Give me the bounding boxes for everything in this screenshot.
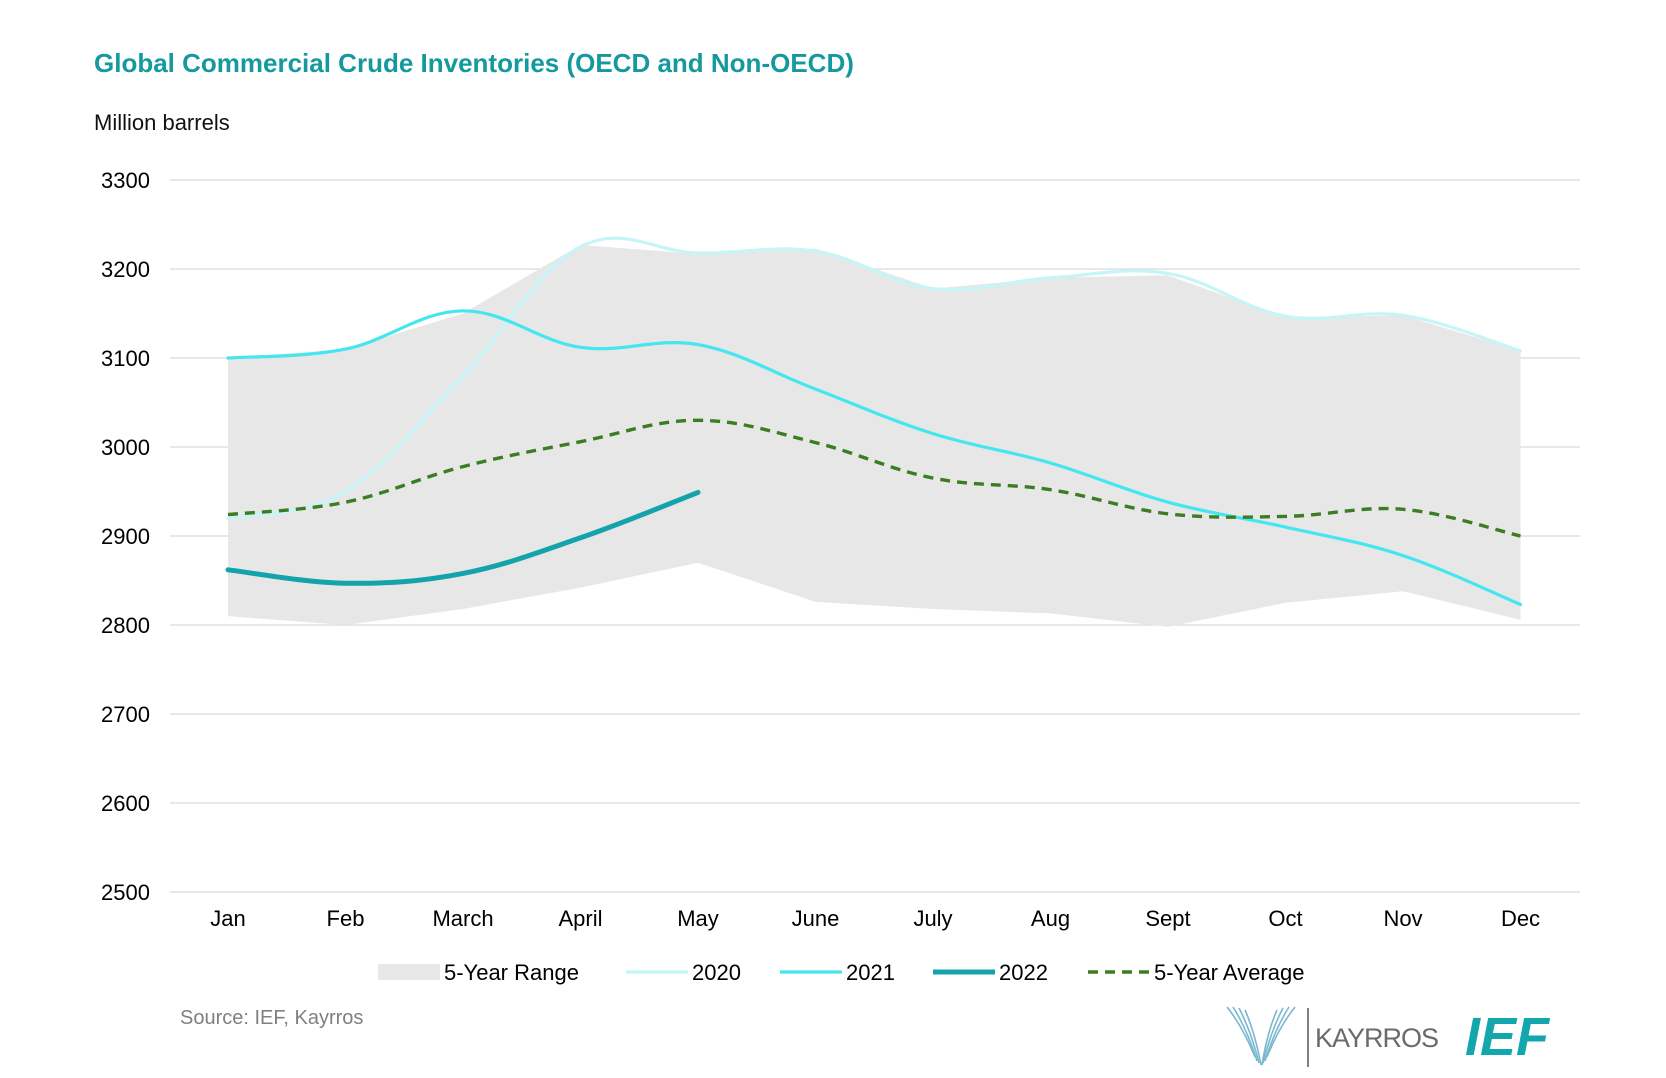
legend-label: 5-Year Average (1154, 960, 1304, 985)
y-axis-ticks: 3300 3200 3100 3000 2900 2800 2700 2600 2500 (101, 168, 150, 905)
chart-title: Global Commercial Crude Inventories (OEC… (94, 48, 854, 78)
series-lines (225, 236, 1523, 607)
legend-item-5-year-range: 5-Year Range (378, 960, 579, 985)
x-tick-label: Jan (210, 906, 245, 931)
line-chart: 3300 3200 3100 3000 2900 2800 2700 2600 2500 Jan… (101, 168, 1580, 985)
y-tick-label: 2700 (101, 702, 150, 727)
kayrros-logo-text: KAYRROS (1315, 1023, 1438, 1053)
legend-label: 5-Year Range (444, 960, 579, 985)
logo-block: KAYRROS IEF (1226, 1006, 1551, 1067)
legend-label: 2021 (846, 960, 895, 985)
range-band (228, 245, 1521, 627)
x-tick-label: March (432, 906, 493, 931)
legend-item-2021: 2021 (780, 960, 895, 985)
y-tick-label: 3000 (101, 435, 150, 460)
y-tick-label: 2900 (101, 524, 150, 549)
x-tick-label: Sept (1145, 906, 1190, 931)
legend-item-5-year-average: 5-Year Average (1088, 960, 1304, 985)
y-tick-label: 3100 (101, 346, 150, 371)
chart-legend: 5-Year Range 2020 2021 2022 5-Year Average (378, 960, 1304, 985)
legend-label: 2022 (999, 960, 1048, 985)
y-tick-label: 3300 (101, 168, 150, 193)
y-tick-label: 2600 (101, 791, 150, 816)
series-line-2022 (225, 489, 701, 586)
ief-logo-text: IEF (1465, 1007, 1551, 1067)
y-tick-label: 2500 (101, 880, 150, 905)
x-tick-label: May (677, 906, 719, 931)
x-tick-label: Nov (1383, 906, 1422, 931)
y-tick-label: 2800 (101, 613, 150, 638)
legend-item-2022: 2022 (933, 960, 1048, 985)
legend-item-2020: 2020 (626, 960, 741, 985)
x-tick-label: Oct (1268, 906, 1302, 931)
x-axis-ticks: Jan Feb March April May June July Aug Sept Oct Nov… (210, 906, 1540, 931)
series-line-2020 (226, 236, 1523, 520)
kayrros-wing-icon (1226, 1006, 1296, 1066)
range-area (228, 245, 1521, 627)
x-tick-label: July (913, 906, 952, 931)
legend-label: 2020 (692, 960, 741, 985)
x-tick-label: Aug (1031, 906, 1070, 931)
x-tick-label: Feb (327, 906, 365, 931)
series-line-5-year-average (227, 418, 1521, 538)
y-axis-unit-label: Million barrels (94, 110, 230, 135)
x-tick-label: Dec (1501, 906, 1540, 931)
x-tick-label: June (792, 906, 840, 931)
x-tick-label: April (558, 906, 602, 931)
source-note: Source: IEF, Kayrros (180, 1007, 364, 1029)
legend-swatch (378, 964, 440, 980)
y-tick-label: 3200 (101, 257, 150, 282)
series-line-2021 (226, 309, 1523, 607)
